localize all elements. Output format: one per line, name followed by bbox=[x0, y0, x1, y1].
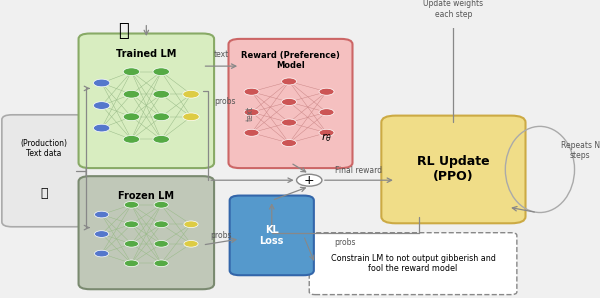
Circle shape bbox=[153, 68, 169, 75]
Text: text: text bbox=[246, 105, 255, 121]
Circle shape bbox=[124, 240, 139, 247]
Text: Final reward: Final reward bbox=[335, 166, 382, 175]
Text: probs: probs bbox=[211, 231, 232, 240]
Circle shape bbox=[124, 260, 139, 267]
FancyBboxPatch shape bbox=[382, 116, 526, 223]
Circle shape bbox=[184, 240, 198, 247]
Circle shape bbox=[95, 250, 109, 257]
Circle shape bbox=[123, 90, 140, 98]
FancyBboxPatch shape bbox=[229, 39, 352, 168]
Circle shape bbox=[154, 240, 169, 247]
Circle shape bbox=[244, 109, 259, 116]
Circle shape bbox=[281, 78, 296, 85]
Text: 👑: 👑 bbox=[118, 22, 128, 40]
Circle shape bbox=[281, 99, 296, 105]
Text: Trained LM: Trained LM bbox=[116, 49, 176, 59]
Circle shape bbox=[123, 136, 140, 143]
Circle shape bbox=[124, 201, 139, 208]
FancyBboxPatch shape bbox=[79, 176, 214, 289]
Text: (Production)
Text data: (Production) Text data bbox=[20, 139, 67, 158]
FancyBboxPatch shape bbox=[309, 233, 517, 295]
Text: Reward (Preference)
Model: Reward (Preference) Model bbox=[241, 51, 340, 70]
Circle shape bbox=[183, 90, 199, 98]
Text: KL
Loss: KL Loss bbox=[260, 225, 284, 246]
Circle shape bbox=[244, 129, 259, 136]
FancyBboxPatch shape bbox=[79, 33, 214, 168]
Text: Update weights
each step: Update weights each step bbox=[424, 0, 484, 19]
Circle shape bbox=[124, 221, 139, 228]
Text: 📝: 📝 bbox=[40, 187, 47, 200]
Circle shape bbox=[95, 231, 109, 238]
Circle shape bbox=[281, 119, 296, 126]
Circle shape bbox=[296, 174, 322, 186]
Text: Frozen LM: Frozen LM bbox=[118, 191, 175, 201]
Circle shape bbox=[94, 79, 110, 87]
Circle shape bbox=[94, 124, 110, 132]
Text: text: text bbox=[214, 50, 229, 59]
Circle shape bbox=[94, 102, 110, 109]
Circle shape bbox=[281, 139, 296, 147]
Text: RL Update
(PPO): RL Update (PPO) bbox=[417, 156, 490, 184]
Circle shape bbox=[154, 260, 169, 267]
Text: Repeats N
steps: Repeats N steps bbox=[561, 141, 600, 160]
Circle shape bbox=[244, 88, 259, 95]
Circle shape bbox=[319, 109, 334, 116]
Text: +: + bbox=[304, 174, 314, 187]
FancyBboxPatch shape bbox=[2, 115, 86, 227]
Circle shape bbox=[319, 129, 334, 136]
Circle shape bbox=[95, 211, 109, 218]
Circle shape bbox=[319, 88, 334, 95]
Text: probs: probs bbox=[335, 238, 356, 246]
Circle shape bbox=[183, 113, 199, 121]
Text: $r_\theta$: $r_\theta$ bbox=[321, 131, 332, 144]
Circle shape bbox=[153, 136, 169, 143]
Circle shape bbox=[153, 113, 169, 121]
Circle shape bbox=[153, 90, 169, 98]
Circle shape bbox=[123, 113, 140, 121]
Circle shape bbox=[154, 221, 169, 228]
Circle shape bbox=[154, 201, 169, 208]
Circle shape bbox=[184, 221, 198, 228]
Text: probs: probs bbox=[214, 97, 236, 106]
Text: Constrain LM to not output gibberish and
fool the reward model: Constrain LM to not output gibberish and… bbox=[331, 254, 496, 273]
FancyBboxPatch shape bbox=[230, 195, 314, 275]
Circle shape bbox=[123, 68, 140, 75]
